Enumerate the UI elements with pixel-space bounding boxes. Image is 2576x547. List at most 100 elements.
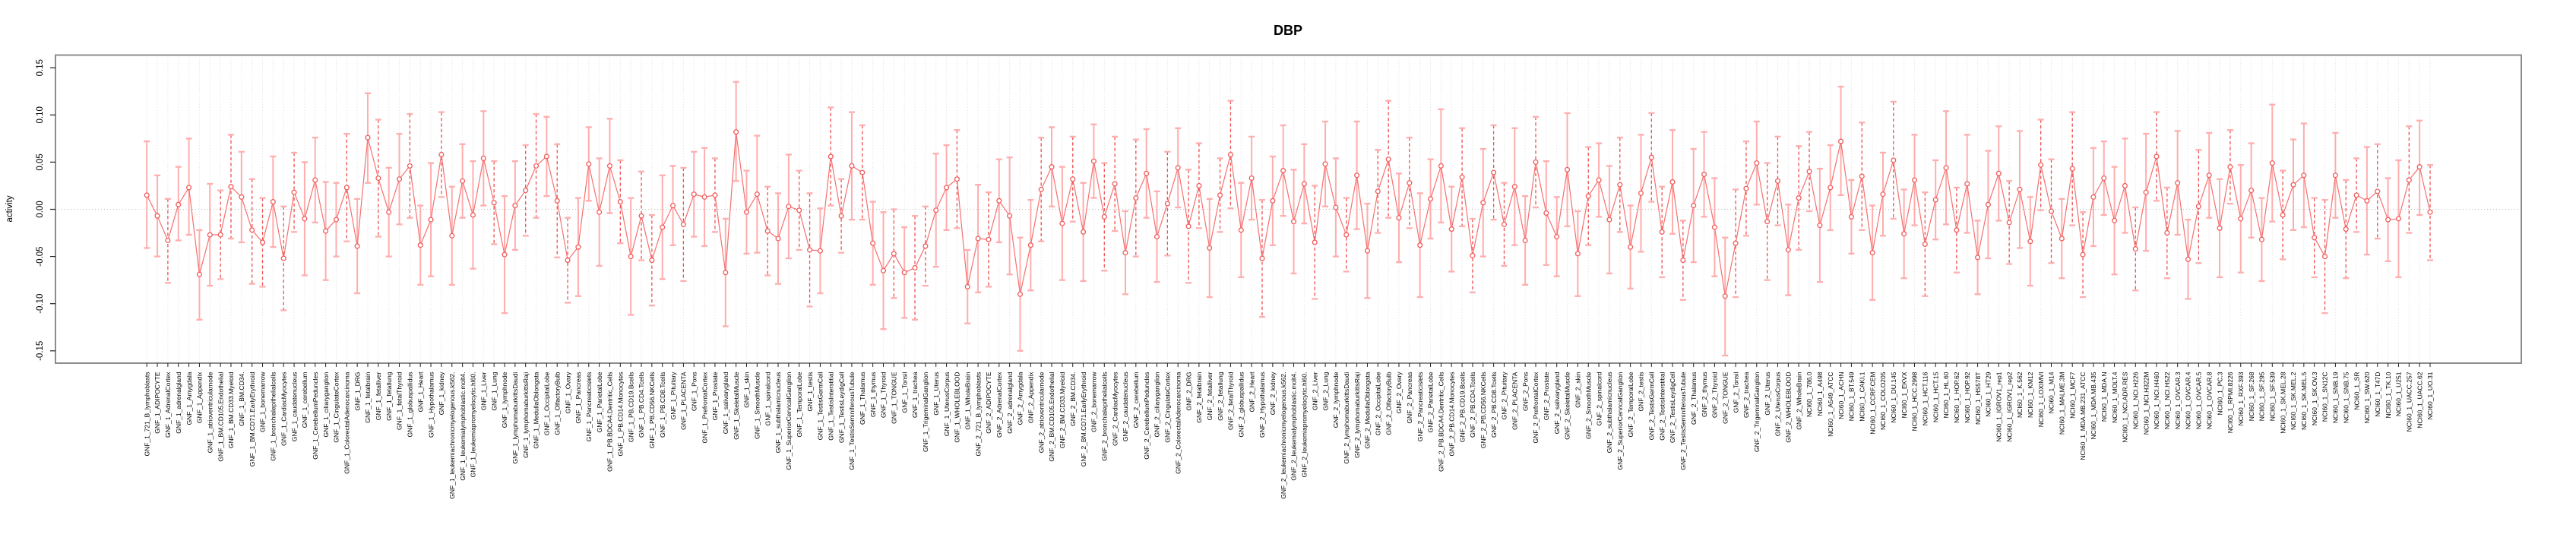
x-tick-label: NCI60_1_SW.620 bbox=[2363, 372, 2371, 423]
data-point bbox=[1196, 182, 1202, 189]
data-point bbox=[1596, 177, 1602, 183]
x-tick-label: GNF_2_CardiacMyocytes bbox=[1111, 372, 1119, 446]
data-point bbox=[606, 163, 613, 169]
data-point bbox=[1122, 250, 1128, 256]
data-point bbox=[1911, 177, 1918, 183]
x-tick-label: NCI60_1_SK.OV.3 bbox=[2311, 372, 2318, 425]
data-point bbox=[280, 255, 286, 261]
x-tick-label: GNF_1_lymphomaburkittsDaudi bbox=[511, 372, 519, 463]
x-tick-label: GNF_2_fetalThyroid bbox=[1227, 372, 1235, 430]
data-point bbox=[1669, 179, 1676, 185]
data-point bbox=[207, 232, 213, 238]
data-point bbox=[1154, 233, 1160, 240]
x-tick-label: NCI60_1_OVCAR.5 bbox=[2195, 372, 2203, 429]
data-point bbox=[2112, 217, 2118, 223]
x-tick-label: GNF_1_spinalcord bbox=[764, 372, 771, 425]
data-point bbox=[1859, 173, 1865, 179]
x-tick-label: GNF_1_PB.CD4.Tcells bbox=[638, 372, 645, 438]
data-point bbox=[1954, 227, 1960, 233]
data-point bbox=[870, 240, 876, 246]
x-tick-label: GNF_1_CerebellumPeduncles bbox=[312, 372, 319, 460]
data-point bbox=[807, 247, 813, 253]
x-tick-label: GNF_2_fetallung bbox=[1217, 372, 1224, 421]
y-tick-label: -0.10 bbox=[36, 294, 45, 314]
data-point bbox=[996, 198, 1002, 204]
x-tick-label: GNF_2_testis bbox=[1638, 372, 1645, 412]
x-tick-label: GNF_1_PB.CD56.NKCells bbox=[648, 372, 656, 449]
data-point bbox=[775, 236, 781, 242]
x-tick-label: NCI60_1_PC.3 bbox=[2216, 372, 2223, 415]
x-tick-label: GNF_1_BM.CD105.Endothelial bbox=[217, 372, 224, 461]
data-point bbox=[1396, 215, 1402, 221]
x-tick-label: NCI60_1_SK.MEL.2 bbox=[2290, 372, 2297, 430]
data-point bbox=[386, 209, 392, 215]
x-tick-label: GNF_1_PB.CD14.Monocytes bbox=[617, 372, 625, 457]
x-tick-label: NCI60_1_SR bbox=[2353, 372, 2360, 410]
y-tick-label: -0.05 bbox=[36, 246, 45, 266]
data-point bbox=[165, 237, 171, 244]
x-tick-label: GNF_2_TrigeminalGanglion bbox=[1753, 372, 1761, 452]
x-tick-label: NCI60_1_HOP.92 bbox=[1964, 372, 1971, 423]
x-tick-label: NCI60_1_MCF7 bbox=[2068, 372, 2076, 419]
data-point bbox=[1491, 169, 1497, 175]
x-tick-label: GNF_2_ciliaryganglion bbox=[1154, 372, 1161, 437]
data-point bbox=[1995, 170, 2002, 176]
x-tick-label: NCI60_1_UACC.62 bbox=[2416, 372, 2423, 428]
data-point bbox=[2027, 239, 2033, 245]
x-tick-label: GNF_2_TestisSeminiferousTubule bbox=[1679, 372, 1687, 470]
error-bar bbox=[1459, 127, 1466, 228]
y-tick-label: 0.15 bbox=[36, 59, 45, 76]
x-tick-label: NCI60_1_HCT.116 bbox=[1922, 372, 1929, 425]
data-point bbox=[660, 224, 666, 230]
data-point bbox=[186, 185, 192, 191]
x-tick-label: GNF_2_bronchialepithelialcells bbox=[1100, 372, 1108, 461]
data-point bbox=[670, 202, 676, 209]
x-tick-label: NCI60_1_TK.10 bbox=[2385, 372, 2392, 418]
x-tick-label: GNF_1_CingulateCortex bbox=[333, 372, 340, 443]
data-point bbox=[1185, 223, 1191, 229]
error-bar bbox=[954, 129, 960, 229]
x-tick-label: GNF_2_UterusCorpus bbox=[1774, 372, 1782, 437]
x-tick-label: NCI60_1_HT29 bbox=[1985, 372, 1992, 416]
x-tick-label: NCI60_1_OVCAR.8 bbox=[2205, 372, 2213, 429]
x-tick-label: GNF_1_thymus bbox=[869, 372, 877, 418]
x-tick-label: GNF_1_adrenalgland bbox=[175, 372, 182, 434]
data-point bbox=[2280, 212, 2286, 218]
x-tick-label: GNF_1_Uterus bbox=[932, 372, 940, 416]
data-point bbox=[438, 151, 445, 158]
x-tick-label: GNF_1_CardiacMyocytes bbox=[280, 372, 287, 446]
data-point bbox=[1943, 165, 1949, 171]
error-bar bbox=[1585, 146, 1592, 246]
data-point bbox=[2101, 175, 2107, 182]
data-point bbox=[2048, 208, 2055, 214]
data-point bbox=[512, 202, 518, 209]
x-tick-label: NCI60_1_SN12C bbox=[2321, 372, 2329, 422]
x-tick-label: GNF_2_Pituitary bbox=[1501, 372, 1508, 420]
data-point bbox=[1385, 157, 1391, 163]
x-tick-label: GNF_1_BM.CD71.EarlyErythroid bbox=[248, 372, 256, 466]
x-tick-label: NCI60_1_HCC.2998 bbox=[1911, 372, 1919, 431]
data-point bbox=[1470, 252, 1476, 258]
x-tick-label: GNF_2_TONGUE bbox=[1721, 372, 1729, 424]
data-point bbox=[975, 236, 981, 242]
data-point bbox=[565, 258, 571, 264]
x-tick-label: NCI60_1_NCI.H460 bbox=[2153, 372, 2160, 429]
data-point bbox=[1059, 220, 1065, 226]
data-point bbox=[196, 271, 202, 277]
x-tick-label: GNF_1_trachea bbox=[911, 372, 919, 418]
data-point bbox=[1217, 192, 1223, 198]
x-tick-label: NCI60_1_HCT.15 bbox=[1932, 372, 1939, 422]
x-tick-label: NCI60_1_DU.145 bbox=[1890, 372, 1897, 422]
data-point bbox=[2427, 209, 2433, 215]
x-tick-label: GNF_1_salivarygland bbox=[722, 372, 729, 434]
x-tick-label: GNF_1_Pituitary bbox=[669, 372, 677, 420]
data-point bbox=[2312, 235, 2318, 241]
x-tick-label: GNF_1_globuspallidus bbox=[407, 372, 414, 438]
data-point bbox=[2238, 216, 2244, 222]
data-point bbox=[1554, 233, 1560, 240]
data-point bbox=[733, 129, 739, 135]
x-tick-label: GNF_2_PLACENTA bbox=[1511, 372, 1519, 430]
x-tick-label: NCI60_1_UACC.257 bbox=[2406, 372, 2413, 432]
x-tick-label: GNF_1_ParietalLobe bbox=[596, 372, 603, 432]
